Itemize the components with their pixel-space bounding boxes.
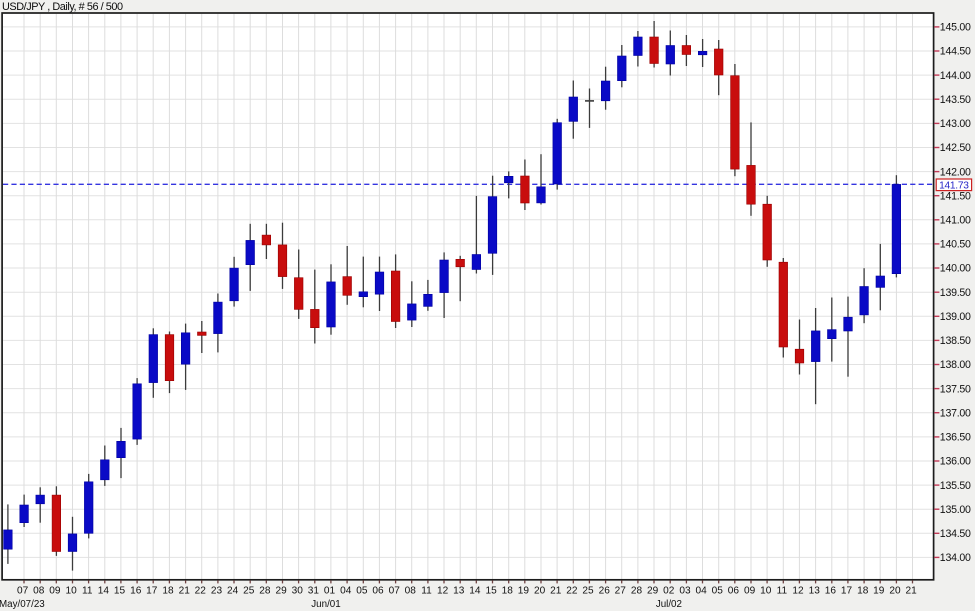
svg-text:134.50: 134.50 bbox=[940, 528, 971, 540]
svg-text:15: 15 bbox=[485, 586, 497, 597]
svg-text:08: 08 bbox=[405, 586, 417, 597]
svg-text:20: 20 bbox=[534, 586, 546, 597]
svg-text:08: 08 bbox=[33, 586, 45, 597]
svg-text:11: 11 bbox=[82, 586, 93, 597]
svg-text:12: 12 bbox=[792, 586, 804, 597]
svg-text:13: 13 bbox=[809, 586, 821, 597]
svg-text:135.50: 135.50 bbox=[940, 480, 971, 492]
svg-text:14: 14 bbox=[98, 586, 110, 597]
svg-text:141.73: 141.73 bbox=[939, 181, 969, 192]
svg-text:137.50: 137.50 bbox=[940, 383, 971, 395]
svg-text:21: 21 bbox=[905, 586, 917, 597]
svg-text:31: 31 bbox=[308, 586, 320, 597]
svg-text:15: 15 bbox=[114, 586, 126, 597]
svg-text:28: 28 bbox=[259, 586, 271, 597]
svg-text:16: 16 bbox=[825, 586, 837, 597]
svg-text:25: 25 bbox=[582, 586, 594, 597]
svg-text:21: 21 bbox=[179, 586, 191, 597]
svg-text:21: 21 bbox=[550, 586, 562, 597]
svg-text:30: 30 bbox=[292, 586, 304, 597]
svg-text:17: 17 bbox=[146, 586, 158, 597]
svg-text:141.50: 141.50 bbox=[940, 190, 971, 202]
svg-text:04: 04 bbox=[695, 586, 707, 597]
svg-text:139.50: 139.50 bbox=[940, 287, 971, 299]
svg-text:07: 07 bbox=[17, 586, 29, 597]
svg-text:07: 07 bbox=[389, 586, 401, 597]
svg-text:11: 11 bbox=[777, 586, 788, 597]
svg-text:139.00: 139.00 bbox=[940, 311, 971, 323]
svg-text:18: 18 bbox=[162, 586, 174, 597]
svg-text:09: 09 bbox=[744, 586, 756, 597]
svg-text:29: 29 bbox=[647, 586, 659, 597]
svg-text:11: 11 bbox=[421, 586, 432, 597]
svg-text:29: 29 bbox=[275, 586, 287, 597]
svg-text:USD/JPY , Daily, # 56 / 500: USD/JPY , Daily, # 56 / 500 bbox=[2, 1, 123, 13]
svg-text:22: 22 bbox=[566, 586, 578, 597]
svg-text:14: 14 bbox=[469, 586, 481, 597]
svg-text:Jul/02: Jul/02 bbox=[656, 599, 682, 610]
svg-text:May/07/23: May/07/23 bbox=[0, 599, 45, 610]
svg-text:09: 09 bbox=[49, 586, 61, 597]
svg-text:01: 01 bbox=[324, 586, 336, 597]
svg-text:Jun/01: Jun/01 bbox=[311, 599, 340, 610]
svg-text:138.00: 138.00 bbox=[940, 359, 971, 371]
svg-text:141.00: 141.00 bbox=[940, 215, 971, 227]
svg-text:143.00: 143.00 bbox=[940, 118, 971, 130]
svg-text:04: 04 bbox=[340, 586, 352, 597]
svg-text:16: 16 bbox=[130, 586, 142, 597]
svg-text:12: 12 bbox=[437, 586, 449, 597]
svg-text:27: 27 bbox=[615, 586, 627, 597]
svg-text:135.00: 135.00 bbox=[940, 504, 971, 516]
svg-text:137.00: 137.00 bbox=[940, 407, 971, 419]
svg-text:17: 17 bbox=[841, 586, 853, 597]
svg-text:05: 05 bbox=[356, 586, 368, 597]
svg-text:06: 06 bbox=[728, 586, 740, 597]
svg-text:145.00: 145.00 bbox=[940, 22, 971, 34]
svg-text:136.50: 136.50 bbox=[940, 432, 971, 444]
svg-text:19: 19 bbox=[873, 586, 885, 597]
svg-text:144.50: 144.50 bbox=[940, 46, 971, 58]
svg-text:144.00: 144.00 bbox=[940, 70, 971, 82]
svg-text:134.00: 134.00 bbox=[940, 552, 971, 564]
svg-text:19: 19 bbox=[518, 586, 530, 597]
svg-text:10: 10 bbox=[760, 586, 772, 597]
svg-text:142.50: 142.50 bbox=[940, 142, 971, 154]
svg-text:28: 28 bbox=[631, 586, 643, 597]
svg-text:18: 18 bbox=[857, 586, 869, 597]
svg-text:23: 23 bbox=[211, 586, 223, 597]
svg-text:140.00: 140.00 bbox=[940, 263, 971, 275]
svg-text:22: 22 bbox=[195, 586, 207, 597]
svg-text:10: 10 bbox=[65, 586, 77, 597]
svg-text:26: 26 bbox=[599, 586, 611, 597]
svg-text:140.50: 140.50 bbox=[940, 239, 971, 251]
svg-text:143.50: 143.50 bbox=[940, 94, 971, 106]
svg-text:13: 13 bbox=[453, 586, 465, 597]
svg-text:05: 05 bbox=[712, 586, 724, 597]
svg-text:20: 20 bbox=[889, 586, 901, 597]
svg-text:138.50: 138.50 bbox=[940, 335, 971, 347]
svg-text:142.00: 142.00 bbox=[940, 166, 971, 178]
svg-text:02: 02 bbox=[663, 586, 675, 597]
svg-text:24: 24 bbox=[227, 586, 239, 597]
svg-text:18: 18 bbox=[502, 586, 514, 597]
svg-text:136.00: 136.00 bbox=[940, 456, 971, 468]
svg-text:06: 06 bbox=[372, 586, 384, 597]
svg-text:25: 25 bbox=[243, 586, 255, 597]
svg-text:03: 03 bbox=[679, 586, 691, 597]
